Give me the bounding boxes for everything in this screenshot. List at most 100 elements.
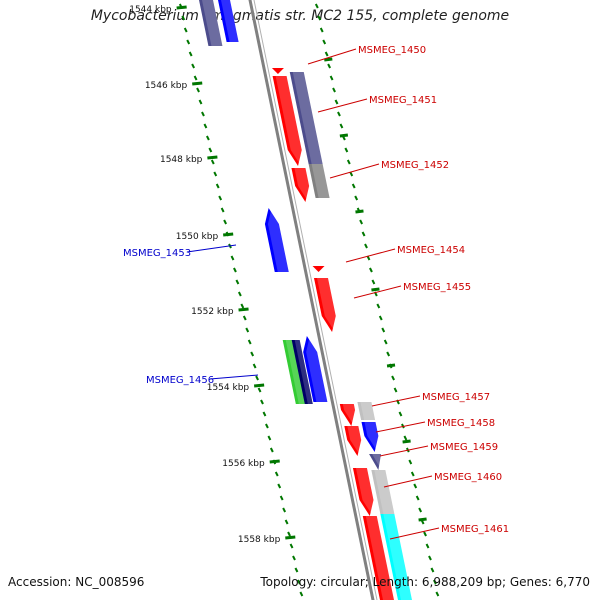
gene-msmeg-1461-cyan <box>380 514 413 600</box>
right-dotted-boundary <box>403 435 408 441</box>
right-dotted-boundary <box>337 111 341 117</box>
gene-msmeg-1457-gray <box>357 402 376 420</box>
left-dotted-boundary <box>299 591 304 597</box>
kbp-tick-mark <box>223 232 234 237</box>
gene-msmeg-1456-blue <box>303 336 328 402</box>
left-dotted-boundary <box>210 159 215 165</box>
left-dotted-boundary <box>289 543 294 549</box>
left-dotted-boundary <box>218 195 223 201</box>
right-dotted-boundary <box>354 195 359 201</box>
gene-msmeg-1458-red <box>344 426 362 456</box>
kbp-tick-label: 1544 kbp <box>129 5 172 15</box>
left-dotted-boundary <box>230 255 235 261</box>
right-dotted-boundary <box>376 303 381 309</box>
gene-msmeg-1460-red-shade <box>355 468 377 516</box>
gene-label[interactable]: MSMEG_1457 <box>422 392 490 403</box>
right-dotted-boundary <box>351 183 356 189</box>
gene-msmeg-1453-shade <box>267 208 292 272</box>
left-dotted-boundary <box>198 99 203 105</box>
gene-msmeg-1452-gray <box>308 164 330 198</box>
gene-label-leader <box>353 285 402 299</box>
gene-msmeg-1461-cyan-shade <box>383 514 416 600</box>
left-dotted-boundary <box>191 63 196 69</box>
right-tick-mark <box>386 363 396 368</box>
left-dotted-boundary <box>220 207 225 213</box>
right-dotted-boundary <box>361 231 366 237</box>
right-dotted-boundary <box>435 591 440 597</box>
gene-label-leader <box>389 527 440 540</box>
left-dotted-boundary <box>274 471 279 477</box>
right-tick-mark <box>339 133 349 138</box>
right-dotted-boundary <box>413 483 418 489</box>
gene-label-leader <box>383 475 433 488</box>
right-dotted-boundary <box>371 279 376 285</box>
right-dotted-boundary <box>319 27 324 33</box>
gene-msmeg-1451-slate <box>289 72 323 164</box>
gene-msmeg-1459-slate <box>369 454 382 470</box>
kbp-tick-label: 1550 kbp <box>176 232 219 242</box>
left-dotted-boundary <box>267 435 272 441</box>
right-dotted-boundary <box>391 375 395 381</box>
left-dotted-boundary <box>257 387 262 393</box>
gene-label-leader <box>379 445 429 457</box>
gene-label[interactable]: MSMEG_1452 <box>381 160 449 171</box>
left-dotted-boundary <box>208 147 213 153</box>
left-dotted-boundary <box>203 123 208 129</box>
gene-label[interactable]: MSMEG_1453 <box>123 248 191 259</box>
gene-label[interactable]: MSMEG_1455 <box>403 282 471 293</box>
gene-label[interactable]: MSMEG_1461 <box>441 524 509 535</box>
right-dotted-boundary <box>393 387 398 393</box>
right-dotted-boundary <box>408 459 413 465</box>
gene-label[interactable]: MSMEG_1459 <box>430 442 498 453</box>
gene-label[interactable]: MSMEG_1456 <box>146 375 214 386</box>
left-dotted-boundary <box>196 87 200 93</box>
gene-label[interactable]: MSMEG_1460 <box>434 472 502 483</box>
genome-summary-text: Topology: circular; Length: 6,988,209 bp… <box>260 575 590 589</box>
left-dotted-boundary <box>247 339 252 345</box>
left-dotted-boundary <box>193 75 198 81</box>
left-dotted-boundary <box>235 279 240 285</box>
kbp-tick-mark <box>285 535 296 540</box>
gene-msmeg-1456-blue-shade <box>306 336 331 402</box>
gene-label[interactable]: MSMEG_1458 <box>427 418 495 429</box>
gene-msmeg-1451-red <box>272 76 302 166</box>
right-tick-mark <box>402 439 411 444</box>
left-dotted-boundary <box>223 219 227 225</box>
left-dotted-boundary <box>233 267 237 273</box>
gene-marker-msmeg-1450 <box>271 68 284 74</box>
right-dotted-boundary <box>378 315 383 321</box>
left-dotted-boundary <box>252 363 257 369</box>
left-dotted-boundary <box>245 327 250 333</box>
gene-label[interactable]: MSMEG_1451 <box>369 95 437 106</box>
right-dotted-boundary <box>398 411 403 417</box>
right-dotted-boundary <box>410 471 415 477</box>
backbone-line <box>253 0 378 600</box>
genome-title: Mycobacterium smegmatis str. MC2 155, co… <box>90 8 510 24</box>
right-tick-mark <box>324 57 333 62</box>
left-dotted-boundary <box>279 495 284 501</box>
left-dotted-boundary <box>186 39 191 45</box>
gene-msmeg-1451-slate-shade <box>292 72 326 164</box>
right-dotted-boundary <box>339 123 344 129</box>
left-dotted-boundary <box>181 15 186 21</box>
gene-msmeg-1456-green <box>282 340 306 404</box>
right-dotted-boundary <box>364 243 368 249</box>
right-dotted-boundary <box>418 507 423 513</box>
gene-label-leader <box>209 374 259 380</box>
right-dotted-boundary <box>433 579 437 585</box>
right-tick-mark <box>418 517 427 522</box>
right-dotted-boundary <box>332 87 336 93</box>
gene-label-leader <box>329 163 380 179</box>
gene-label-leader <box>375 421 426 433</box>
kbp-tick-label: 1546 kbp <box>145 81 188 91</box>
right-dotted-boundary <box>383 339 388 345</box>
kbp-tick-label: 1554 kbp <box>207 383 250 393</box>
gene-label[interactable]: MSMEG_1450 <box>358 45 426 56</box>
right-dotted-boundary <box>415 495 420 501</box>
left-dotted-boundary <box>240 303 245 309</box>
gene-label[interactable]: MSMEG_1454 <box>397 245 465 256</box>
gene-msmeg-1453 <box>264 208 289 272</box>
left-dotted-boundary <box>188 51 193 57</box>
